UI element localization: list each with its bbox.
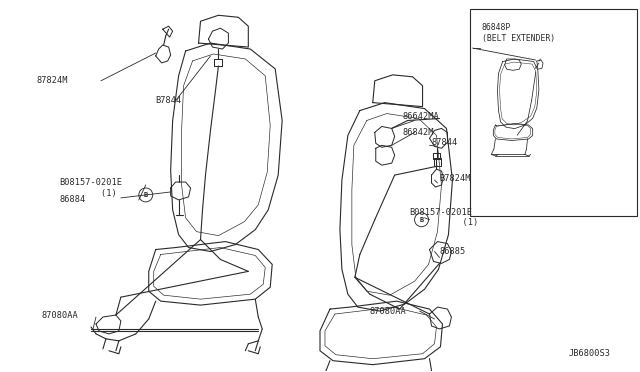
- Text: B08157-0201E
        (1): B08157-0201E (1): [59, 178, 122, 198]
- Text: 87824M: 87824M: [36, 76, 68, 85]
- Text: JB6800S3: JB6800S3: [569, 349, 611, 358]
- Text: 87080AA: 87080AA: [370, 307, 406, 315]
- Text: 86848P
(BELT EXTENDER): 86848P (BELT EXTENDER): [482, 23, 555, 43]
- Text: 87080AA: 87080AA: [41, 311, 78, 320]
- Text: 86642MA: 86642MA: [403, 112, 440, 121]
- Text: 86884: 86884: [59, 195, 85, 204]
- Text: B7844: B7844: [156, 96, 182, 105]
- Text: 86885: 86885: [440, 247, 466, 256]
- Text: B7824M: B7824M: [440, 174, 471, 183]
- Text: 86842M: 86842M: [403, 128, 434, 137]
- Text: B: B: [143, 192, 148, 198]
- Text: B: B: [419, 217, 424, 223]
- Text: B08157-0201E
          (1): B08157-0201E (1): [410, 208, 478, 227]
- Bar: [470, 9, 637, 215]
- Text: 87844: 87844: [431, 138, 458, 147]
